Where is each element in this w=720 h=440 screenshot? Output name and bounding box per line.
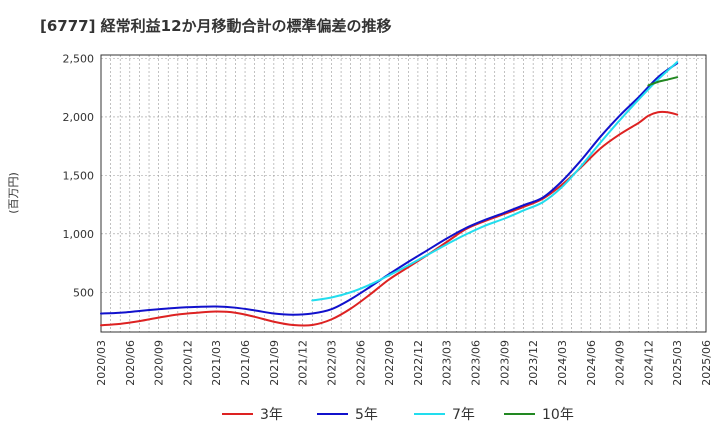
legend-label-7年: 7年 bbox=[452, 407, 475, 423]
legend-label-3年: 3年 bbox=[260, 407, 283, 423]
x-tick-label: 2022/09 bbox=[383, 340, 396, 386]
x-tick-label: 2024/06 bbox=[585, 340, 598, 386]
plot-border bbox=[100, 54, 707, 333]
y-tick-label: 1,000 bbox=[63, 228, 95, 241]
x-tick-label: 2023/12 bbox=[527, 340, 540, 386]
y-tick-label: 500 bbox=[73, 286, 94, 299]
x-tick-label: 2021/12 bbox=[297, 340, 310, 386]
series-line-3年 bbox=[100, 110, 679, 327]
y-axis: 500 1,000 1,500 2,000 2,500 bbox=[63, 53, 95, 300]
x-axis: 2020/03 2020/06 2020/09 2020/12 2021/03 2021/… bbox=[95, 340, 713, 386]
x-tick-label: 2025/06 bbox=[700, 340, 713, 386]
x-tick-label: 2021/09 bbox=[268, 340, 281, 386]
x-tick-label: 2024/09 bbox=[614, 340, 627, 386]
x-tick-label: 2023/09 bbox=[498, 340, 511, 386]
x-tick-label: 2021/03 bbox=[210, 340, 223, 386]
legend-label-10年: 10年 bbox=[542, 407, 574, 423]
y-tick-label: 1,500 bbox=[63, 169, 95, 182]
x-tick-label: 2022/06 bbox=[354, 340, 367, 386]
x-tick-label: 2020/06 bbox=[124, 340, 137, 386]
x-tick-label: 2023/06 bbox=[470, 340, 483, 386]
y-tick-label: 2,500 bbox=[63, 53, 95, 66]
x-tick-label: 2025/03 bbox=[671, 340, 684, 386]
x-tick-label: 2024/12 bbox=[642, 340, 655, 386]
x-tick-label: 2024/03 bbox=[556, 340, 569, 386]
x-tick-label: 2023/03 bbox=[441, 340, 454, 386]
chart-title: [6777] 経常利益12か月移動合計の標準偏差の推移 bbox=[40, 17, 392, 35]
x-tick-label: 2021/06 bbox=[239, 340, 252, 386]
x-tick-label: 2020/03 bbox=[95, 340, 108, 386]
y-tick-label: 2,000 bbox=[63, 111, 95, 124]
x-tick-label: 2022/03 bbox=[325, 340, 338, 386]
grid bbox=[101, 55, 706, 332]
series-line-5年 bbox=[100, 62, 679, 316]
series-line-7年 bbox=[311, 61, 679, 302]
x-tick-label: 2020/12 bbox=[181, 340, 194, 386]
series-line-10年 bbox=[647, 76, 679, 87]
x-tick-label: 2020/09 bbox=[153, 340, 166, 386]
x-tick-label: 2022/12 bbox=[412, 340, 425, 386]
y-axis-label: (百万円) bbox=[7, 172, 20, 214]
series-group bbox=[100, 61, 679, 327]
legend: 3年 5年 7年 10年 bbox=[222, 407, 574, 423]
legend-label-5年: 5年 bbox=[355, 407, 378, 423]
